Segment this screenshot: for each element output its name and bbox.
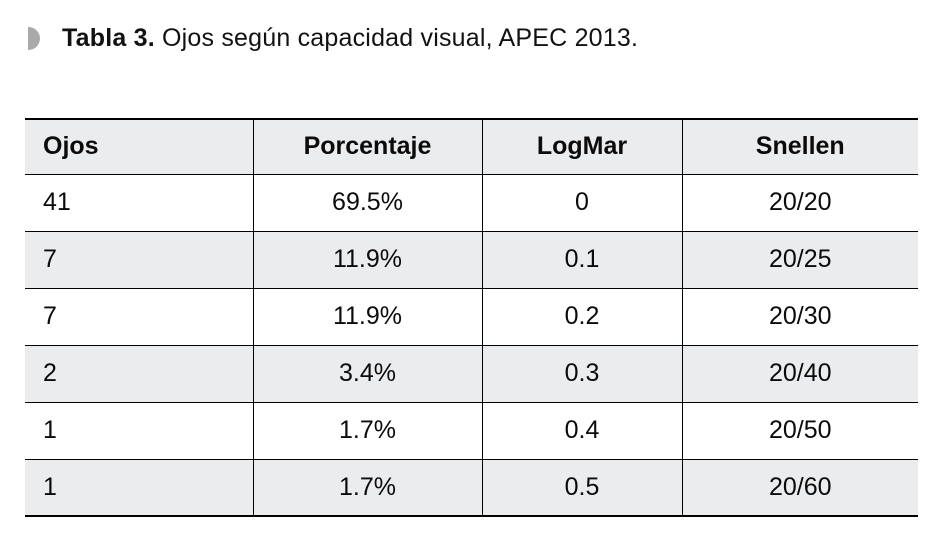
table-row: 7 11.9% 0.1 20/25 [25,231,918,289]
table-row: 7 11.9% 0.2 20/30 [25,288,918,346]
cell-ojos: 41 [25,174,253,232]
column-header-ojos: Ojos [25,118,253,175]
column-header-porcentaje: Porcentaje [252,118,482,175]
cell-porcentaje: 11.9% [252,288,482,346]
cell-porcentaje: 3.4% [252,345,482,403]
cell-snellen: 20/20 [681,174,918,232]
cell-ojos: 2 [25,345,253,403]
column-header-snellen: Snellen [681,118,918,175]
cell-logmar: 0.3 [481,345,682,403]
cell-snellen: 20/25 [681,231,918,289]
cell-ojos: 7 [25,288,253,346]
cell-logmar: 0.4 [481,402,682,460]
table-caption: Tabla 3. Ojos según capacidad visual, AP… [28,24,638,53]
table-row: 2 3.4% 0.3 20/40 [25,345,918,403]
caption-label: Tabla 3. [62,24,155,52]
cell-porcentaje: 11.9% [252,231,482,289]
cell-snellen: 20/40 [681,345,918,403]
table-row: 1 1.7% 0.4 20/50 [25,402,918,460]
cell-porcentaje: 69.5% [252,174,482,232]
cell-snellen: 20/50 [681,402,918,460]
cell-snellen: 20/60 [681,459,918,517]
cell-ojos: 1 [25,459,253,517]
table-row: 1 1.7% 0.5 20/60 [25,459,918,517]
cell-porcentaje: 1.7% [252,402,482,460]
table-row: 41 69.5% 0 20/20 [25,174,918,232]
cell-logmar: 0.2 [481,288,682,346]
caption-text: Tabla 3. Ojos según capacidad visual, AP… [62,24,638,53]
cell-ojos: 7 [25,231,253,289]
half-circle-bullet-icon [28,27,40,50]
caption-title: Ojos según capacidad visual, APEC 2013. [154,24,639,52]
cell-porcentaje: 1.7% [252,459,482,517]
cell-logmar: 0 [481,174,682,232]
visual-acuity-table: Ojos Porcentaje LogMar Snellen 41 69.5% … [25,118,918,517]
header-row: Ojos Porcentaje LogMar Snellen [25,118,918,175]
column-header-logmar: LogMar [481,118,682,175]
cell-logmar: 0.5 [481,459,682,517]
cell-ojos: 1 [25,402,253,460]
cell-snellen: 20/30 [681,288,918,346]
cell-logmar: 0.1 [481,231,682,289]
